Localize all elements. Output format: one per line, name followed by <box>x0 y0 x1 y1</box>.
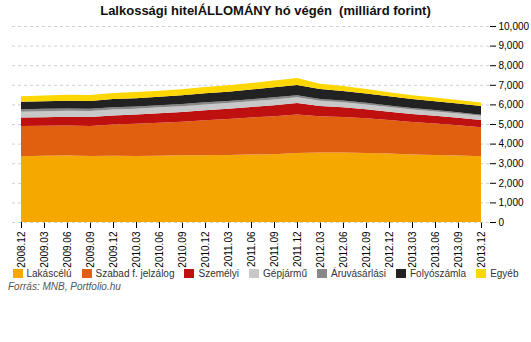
svg-text:2010.03: 2010.03 <box>131 231 142 268</box>
svg-text:2011.12: 2011.12 <box>292 231 303 267</box>
svg-text:2013.12: 2013.12 <box>476 231 487 268</box>
svg-text:2012.06: 2012.06 <box>338 231 349 268</box>
html-text:Egyéb: Egyéb <box>490 268 519 279</box>
svg-text:2011.06: 2011.06 <box>246 231 257 267</box>
svg-text:2010.12: 2010.12 <box>200 231 211 268</box>
svg-text:2012.03: 2012.03 <box>315 231 326 268</box>
svg-text:10,000: 10,000 <box>499 21 530 32</box>
svg-text:7,000: 7,000 <box>499 80 524 91</box>
svg-text:2009.03: 2009.03 <box>39 231 50 268</box>
svg-text:2013.06: 2013.06 <box>430 231 441 268</box>
html-text:Forrás: MNB, Portfolio.hu: Forrás: MNB, Portfolio.hu <box>8 281 121 292</box>
svg-text:2012.09: 2012.09 <box>361 231 372 268</box>
html-text:Lalkossági hitelÁLLOMÁNY hó vé: Lalkossági hitelÁLLOMÁNY hó végén (milli… <box>100 3 431 18</box>
html-text:Személyi: Személyi <box>198 268 240 279</box>
svg-text:2009.09: 2009.09 <box>85 231 96 268</box>
svg-text:2011.09: 2011.09 <box>269 231 280 267</box>
svg-text:2013.09: 2013.09 <box>453 231 464 268</box>
svg-text:5,000: 5,000 <box>499 119 524 130</box>
svg-text:2011.03: 2011.03 <box>223 231 234 267</box>
svg-text:2,000: 2,000 <box>499 178 524 189</box>
svg-text:6,000: 6,000 <box>499 99 524 110</box>
html-text:Szabad f. jelzálog: Szabad f. jelzálog <box>95 268 175 279</box>
svg-text:8,000: 8,000 <box>499 60 524 71</box>
svg-text:0: 0 <box>499 217 505 228</box>
svg-text:2008.12: 2008.12 <box>16 231 27 268</box>
svg-text:2010.06: 2010.06 <box>154 231 165 268</box>
html-text:Áruvásárlási: Áruvásárlási <box>331 268 386 279</box>
svg-text:2009.12: 2009.12 <box>108 231 119 268</box>
svg-text:4,000: 4,000 <box>499 138 524 149</box>
svg-text:1,000: 1,000 <box>499 197 524 208</box>
html-text:Folyószámla: Folyószámla <box>410 268 467 279</box>
svg-text:2013.03: 2013.03 <box>407 231 418 268</box>
html-text:Lakáscélú: Lakáscélú <box>26 268 72 279</box>
svg-text:2012.12: 2012.12 <box>384 231 395 268</box>
svg-text:2010.09: 2010.09 <box>177 231 188 268</box>
svg-text:3,000: 3,000 <box>499 158 524 169</box>
svg-text:9,000: 9,000 <box>499 40 524 51</box>
svg-text:2009.06: 2009.06 <box>62 231 73 268</box>
html-text:Gépjármű: Gépjármű <box>263 268 307 279</box>
